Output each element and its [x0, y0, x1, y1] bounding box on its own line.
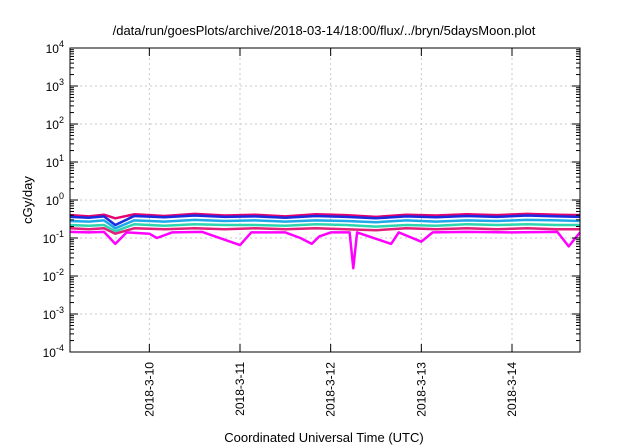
- y-tick-label: 103: [46, 77, 64, 94]
- y-tick-label: 100: [46, 191, 64, 208]
- series-line-6: [69, 230, 581, 270]
- x-tick-label: 2018-3-12: [324, 362, 338, 417]
- y-tick-label: 101: [46, 153, 64, 170]
- x-tick-label: 2018-3-10: [142, 362, 156, 417]
- y-tick-label: 10-1: [43, 229, 64, 246]
- y-tick-label: 10-4: [43, 343, 64, 360]
- series-line-1: [69, 212, 581, 220]
- series-line-5: [69, 227, 580, 235]
- y-tick-label: 102: [46, 115, 64, 132]
- y-tick-label: 10-3: [43, 305, 64, 322]
- series-line-4: [69, 223, 580, 233]
- y-tick-label: 10-2: [43, 267, 64, 284]
- x-tick-label: 2018-3-11: [233, 362, 247, 416]
- x-tick-label: 2018-3-13: [414, 362, 428, 417]
- y-axis: 10-4 10-3 10-2 10-1 100 101 102 103 104: [43, 39, 580, 360]
- x-axis-label: Coordinated Universal Time (UTC): [224, 430, 423, 445]
- y-axis-label: cGy/day: [20, 176, 35, 224]
- y-tick-label: 104: [46, 39, 64, 56]
- series-line-2: [69, 214, 581, 227]
- x-tick-label: 2018-3-14: [505, 362, 519, 417]
- series-line-3: [69, 218, 581, 230]
- chart-title: /data/run/goesPlots/archive/2018-03-14/1…: [113, 23, 536, 38]
- series-lines: [69, 212, 581, 270]
- x-axis: 2018-3-10 2018-3-11 2018-3-12 2018-3-13 2018…: [142, 48, 519, 417]
